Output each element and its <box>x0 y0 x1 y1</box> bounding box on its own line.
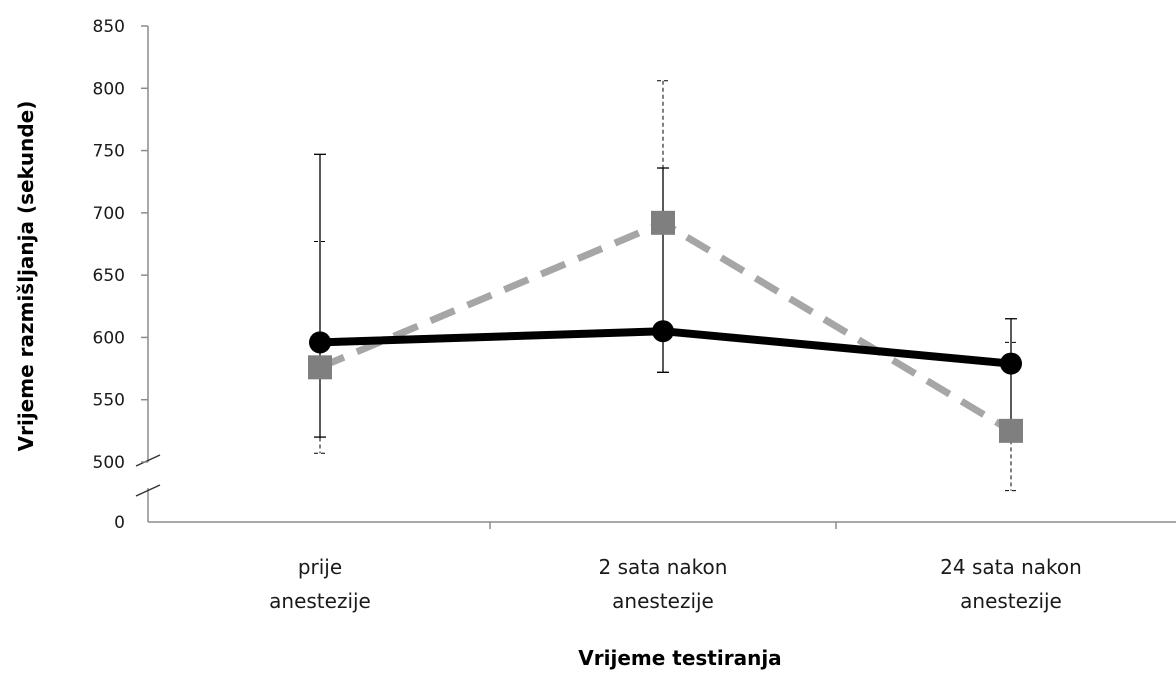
x-tick-label: 2 sata nakon anestezije <box>599 555 728 613</box>
series-layer <box>308 80 1023 492</box>
data-point-square <box>651 210 675 235</box>
y-ticks: 500 550 600 650 700 750 800 850 <box>93 17 148 473</box>
data-point-circle <box>1000 352 1022 375</box>
y-tick-label: 750 <box>93 142 125 162</box>
y-tick-label-zero: 0 <box>114 513 125 533</box>
data-point-square <box>308 355 332 380</box>
x-ticks: prije anestezije 2 sata nakon anestezije 24 … <box>269 522 1082 613</box>
error-bars-series-2 <box>314 80 1017 492</box>
x-tick-label: prije anestezije <box>269 555 371 613</box>
y-tick-label: 700 <box>93 204 125 224</box>
y-axis-title: Vrijeme razmišljanja (sekunde) <box>14 101 38 452</box>
y-tick-label: 800 <box>93 79 125 99</box>
error-bars-series-1 <box>314 153 1017 441</box>
data-point-circle <box>652 320 674 343</box>
y-tick-label: 500 <box>93 453 125 473</box>
y-tick-label: 550 <box>93 391 125 411</box>
x-axis-title: Vrijeme testiranja <box>578 646 781 670</box>
axis-break-mark <box>135 454 161 497</box>
x-tick-label: 24 sata nakon anestezije <box>940 555 1082 613</box>
y-tick-label: 650 <box>93 266 125 286</box>
y-tick-label: 850 <box>93 17 125 37</box>
axes <box>135 26 1176 523</box>
data-point-circle <box>309 331 331 354</box>
y-tick-label: 600 <box>93 328 125 348</box>
data-point-square <box>999 418 1023 443</box>
